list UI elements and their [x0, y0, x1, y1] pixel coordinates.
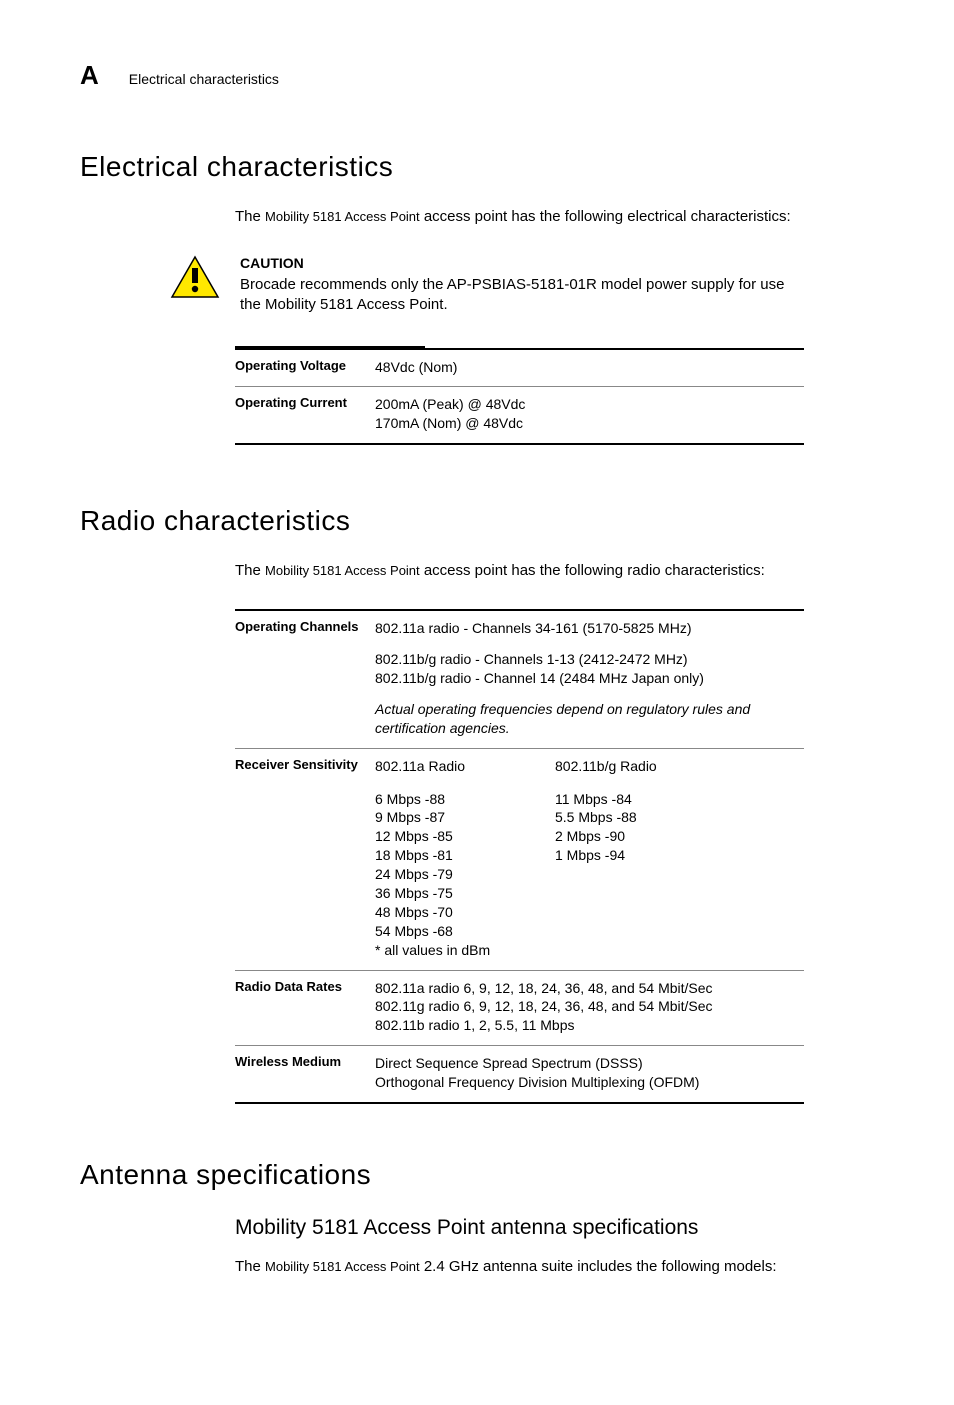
row-label: Operating Current [235, 395, 375, 433]
value-line: 36 Mbps -75 [375, 884, 555, 903]
value-line: 48 Mbps -70 [375, 903, 555, 922]
table-row: Operating Channels 802.11a radio - Chann… [235, 611, 804, 747]
row-value: 802.11a radio 6, 9, 12, 18, 24, 36, 48, … [375, 979, 804, 1036]
value-line: 802.11b/g radio - Channels 1-13 (2412-24… [375, 650, 804, 669]
value-line: 802.11b radio 1, 2, 5.5, 11 Mbps [375, 1016, 804, 1035]
value-line: 200mA (Peak) @ 48Vdc [375, 395, 804, 414]
row-value: 802.11a radio - Channels 34-161 (5170-58… [375, 619, 804, 737]
intro-text: The [235, 208, 265, 225]
value-note: Actual operating frequencies depend on r… [375, 700, 804, 738]
intro-text: access point has the following electrica… [420, 208, 791, 225]
section-heading-radio: Radio characteristics [80, 505, 874, 537]
antenna-intro: The Mobility 5181 Access Point 2.4 GHz a… [235, 1258, 874, 1275]
value-line: 6 Mbps -88 [375, 790, 555, 809]
value-line: Orthogonal Frequency Division Multiplexi… [375, 1073, 804, 1092]
row-value: Direct Sequence Spread Spectrum (DSSS) O… [375, 1054, 804, 1092]
value-line: 170mA (Nom) @ 48Vdc [375, 414, 804, 433]
row-value: 200mA (Peak) @ 48Vdc 170mA (Nom) @ 48Vdc [375, 395, 804, 433]
value-para: 802.11b/g radio - Channels 1-13 (2412-24… [375, 650, 804, 688]
sensitivity-column-bg: 802.11b/g Radio 11 Mbps -84 5.5 Mbps -88… [555, 757, 735, 960]
caution-label: CAUTION [240, 255, 804, 271]
antenna-subheading: Mobility 5181 Access Point antenna speci… [235, 1216, 874, 1240]
product-name: Mobility 5181 Access Point [265, 563, 420, 578]
value-para: 802.11a radio - Channels 34-161 (5170-58… [375, 619, 804, 638]
section-heading-antenna: Antenna specifications [80, 1159, 874, 1191]
row-label: Wireless Medium [235, 1054, 375, 1092]
value-line: Direct Sequence Spread Spectrum (DSSS) [375, 1054, 804, 1073]
electrical-spec-table: Operating Voltage 48Vdc (Nom) Operating … [235, 348, 804, 446]
value-line: 18 Mbps -81 [375, 846, 555, 865]
value-line: 1 Mbps -94 [555, 846, 735, 865]
column-header: 802.11a Radio [375, 757, 555, 776]
page-header: A Electrical characteristics [80, 60, 874, 91]
electrical-intro: The Mobility 5181 Access Point access po… [235, 208, 874, 225]
product-name: Mobility 5181 Access Point [265, 1259, 420, 1274]
value-note: * all values in dBm [375, 941, 555, 960]
caution-block: CAUTION Brocade recommends only the AP-P… [170, 255, 874, 316]
table-row: Wireless Medium Direct Sequence Spread S… [235, 1045, 804, 1102]
row-value: 48Vdc (Nom) [375, 358, 804, 377]
sensitivity-column-a: 802.11a Radio 6 Mbps -88 9 Mbps -87 12 M… [375, 757, 555, 960]
intro-text: 2.4 GHz antenna suite includes the follo… [420, 1258, 777, 1275]
row-label: Operating Channels [235, 619, 375, 737]
radio-intro: The Mobility 5181 Access Point access po… [235, 562, 874, 579]
value-line: 2 Mbps -90 [555, 827, 735, 846]
value-line: 802.11g radio 6, 9, 12, 18, 24, 36, 48, … [375, 997, 804, 1016]
appendix-letter: A [80, 60, 99, 91]
row-label: Receiver Sensitivity [235, 757, 375, 960]
value-line: 24 Mbps -79 [375, 865, 555, 884]
caution-icon [170, 255, 220, 300]
table-row: Operating Current 200mA (Peak) @ 48Vdc 1… [235, 386, 804, 443]
table-row: Operating Voltage 48Vdc (Nom) [235, 350, 804, 387]
intro-text: The [235, 1258, 265, 1275]
value-line: 9 Mbps -87 [375, 808, 555, 827]
intro-text: access point has the following radio cha… [420, 562, 765, 579]
table-row: Radio Data Rates 802.11a radio 6, 9, 12,… [235, 970, 804, 1046]
radio-spec-table: Operating Channels 802.11a radio - Chann… [235, 609, 804, 1104]
product-name: Mobility 5181 Access Point [265, 209, 420, 224]
row-label: Operating Voltage [235, 358, 375, 377]
section-heading-electrical: Electrical characteristics [80, 151, 874, 183]
table-row: Receiver Sensitivity 802.11a Radio 6 Mbp… [235, 748, 804, 970]
intro-text: The [235, 562, 265, 579]
value-line: 802.11a radio 6, 9, 12, 18, 24, 36, 48, … [375, 979, 804, 998]
caution-content: CAUTION Brocade recommends only the AP-P… [240, 255, 874, 316]
value-line: 12 Mbps -85 [375, 827, 555, 846]
value-line: 802.11b/g radio - Channel 14 (2484 MHz J… [375, 669, 804, 688]
row-value: 802.11a Radio 6 Mbps -88 9 Mbps -87 12 M… [375, 757, 804, 960]
caution-text: Brocade recommends only the AP-PSBIAS-51… [240, 275, 804, 316]
row-label: Radio Data Rates [235, 979, 375, 1036]
value-line: 5.5 Mbps -88 [555, 808, 735, 827]
column-header: 802.11b/g Radio [555, 757, 735, 776]
value-line: 54 Mbps -68 [375, 922, 555, 941]
header-label: Electrical characteristics [129, 71, 279, 87]
value-line: 11 Mbps -84 [555, 790, 735, 809]
